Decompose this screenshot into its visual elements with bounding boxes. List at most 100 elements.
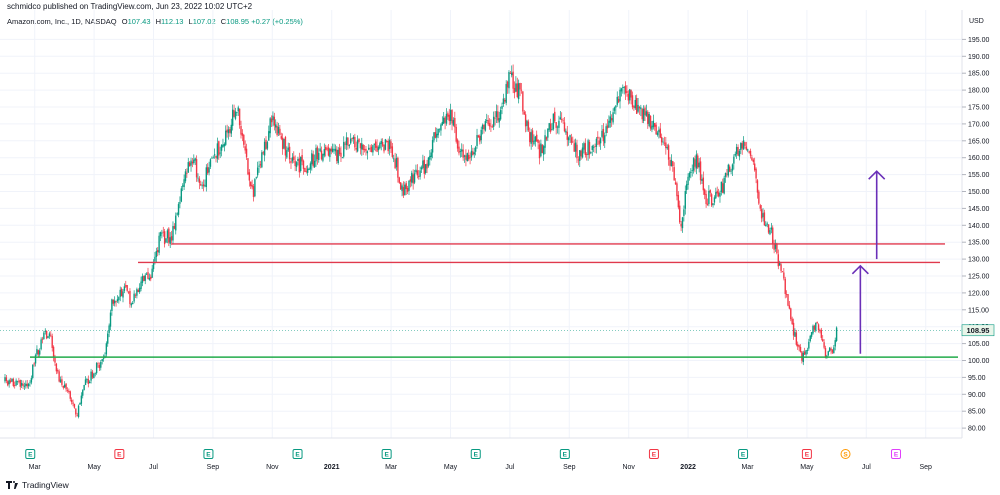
y-tick-label: 130.00: [968, 257, 990, 264]
candle-body: [65, 383, 67, 390]
candle-body: [219, 152, 221, 154]
last-price-label: 108.95: [967, 326, 990, 335]
candle-body: [66, 390, 69, 391]
price-axis[interactable]: USD 80.0085.0090.0095.00100.00105.00110.…: [961, 10, 990, 438]
candle-body: [619, 89, 621, 102]
candle-body: [291, 157, 294, 162]
candle-body: [813, 325, 816, 330]
candle-body: [713, 197, 716, 203]
x-tick-label: Jul: [149, 464, 158, 471]
candle-body: [248, 172, 251, 181]
candle-body: [238, 108, 241, 126]
candle-body: [351, 138, 353, 139]
candle-body: [470, 150, 473, 158]
candle-body: [205, 167, 208, 187]
up-arrow[interactable]: [868, 170, 886, 260]
candle-body: [420, 167, 423, 170]
candle-body: [151, 268, 153, 278]
svg-text:E: E: [206, 452, 211, 459]
symbol-title[interactable]: Amazon.com, Inc., 1D, NASDAQ: [7, 17, 117, 26]
candle-body: [348, 145, 351, 147]
candle-body: [113, 300, 116, 304]
candle-body: [455, 126, 457, 142]
earnings-event-marker[interactable]: E: [801, 449, 812, 459]
candle-body: [359, 143, 362, 149]
earnings-event-marker[interactable]: E: [470, 449, 481, 459]
candle-body: [597, 136, 599, 139]
candle-body: [615, 105, 617, 108]
candle-body: [812, 325, 814, 334]
candle-body: [155, 251, 158, 257]
low-value: 107.02: [192, 17, 216, 26]
horizontal-levels[interactable]: [30, 243, 958, 358]
candle-body: [573, 143, 575, 152]
svg-text:E: E: [805, 452, 810, 459]
candle-body: [674, 182, 677, 185]
candle-body: [788, 305, 791, 309]
candle-body: [150, 276, 152, 280]
up-arrow[interactable]: [851, 264, 869, 354]
candle-body: [552, 113, 555, 130]
candle-body: [26, 383, 28, 387]
earnings-event-marker[interactable]: E: [203, 449, 214, 459]
candle-body: [762, 213, 764, 218]
earnings-event-marker[interactable]: E: [738, 449, 749, 459]
earnings-event-marker[interactable]: E: [114, 449, 125, 459]
earnings-event-marker[interactable]: E: [25, 449, 36, 459]
candle-body: [810, 332, 813, 337]
earnings-event-marker[interactable]: E: [559, 449, 570, 459]
earnings-event-marker[interactable]: E: [292, 449, 303, 459]
split-event-marker[interactable]: S: [840, 449, 851, 459]
last-price-badge: 108.95: [961, 324, 995, 337]
candle-body: [55, 363, 58, 372]
candle-body: [716, 190, 718, 194]
currency-label: USD: [969, 18, 984, 25]
candle-body: [631, 95, 634, 108]
candle-body: [769, 230, 771, 235]
candle-body: [286, 150, 288, 158]
candle-body: [401, 185, 403, 192]
earnings-event-marker[interactable]: E: [648, 449, 659, 459]
candle-body: [188, 162, 191, 167]
candle-body: [418, 175, 420, 177]
target-arrows[interactable]: [851, 170, 886, 354]
candle-body: [662, 141, 664, 143]
candle-body: [694, 159, 696, 167]
candle-body: [397, 157, 399, 178]
candle-body: [365, 148, 367, 152]
earnings-event-marker[interactable]: E: [381, 449, 392, 459]
candle-body: [266, 142, 269, 149]
candle-body: [277, 126, 280, 134]
candle-body: [98, 365, 101, 369]
candle-body: [112, 299, 114, 304]
candle-body: [536, 134, 538, 142]
candle-body: [698, 162, 700, 168]
symbol-legend: Amazon.com, Inc., 1D, NASDAQ O107.43 H11…: [7, 17, 303, 26]
candle-body: [666, 147, 668, 149]
candle-body: [295, 162, 298, 168]
candle-body: [752, 159, 755, 162]
candle-body: [333, 149, 335, 151]
earnings-event-marker[interactable]: E: [891, 449, 901, 459]
candle-body: [452, 119, 455, 126]
candle-body: [94, 372, 96, 374]
candle-body: [129, 290, 131, 304]
x-tick-label: May: [444, 464, 458, 471]
candle-body: [377, 147, 380, 151]
candle-body: [413, 173, 416, 183]
candle-body: [758, 191, 760, 204]
candle-body: [272, 115, 274, 121]
candle-body: [336, 149, 338, 162]
y-tick-label: 170.00: [968, 121, 990, 128]
time-axis[interactable]: Mar May Jul Sep Nov 2021 Mar May Jul Sep Nov 2022 Ma…: [0, 437, 962, 471]
candle-body: [236, 112, 238, 113]
candle-body: [136, 289, 138, 296]
candle-body: [513, 87, 516, 93]
candle-body: [363, 149, 366, 150]
candle-body: [32, 364, 34, 378]
candle-body: [634, 99, 636, 109]
candle-body: [198, 178, 201, 183]
candle-body: [433, 132, 435, 141]
